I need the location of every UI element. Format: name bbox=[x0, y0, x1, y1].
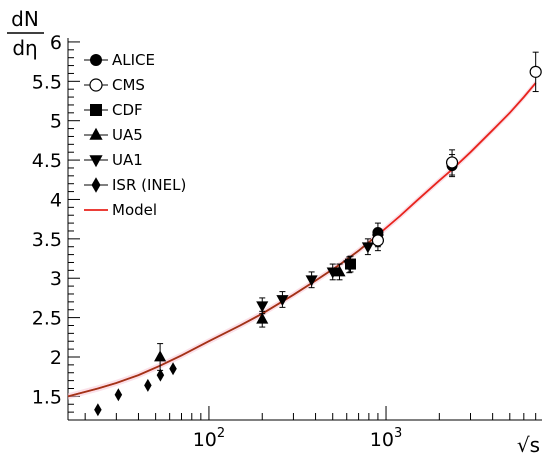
y-tick-label: 1.5 bbox=[32, 386, 62, 408]
data-point-ua5 bbox=[154, 350, 167, 362]
legend-label-model: Model bbox=[112, 201, 157, 219]
y-tick-label: 6 bbox=[50, 32, 62, 54]
legend-label-isr-inel: ISR (INEL) bbox=[112, 176, 186, 194]
legend-marker-cdf bbox=[90, 104, 102, 116]
legend-label-ua5: UA5 bbox=[112, 126, 143, 144]
data-point-ua1 bbox=[326, 267, 339, 279]
data-point-ua1 bbox=[256, 301, 269, 313]
legend-marker-ua1 bbox=[89, 155, 103, 168]
data-point-ua1 bbox=[305, 275, 318, 287]
data-point-cdf bbox=[344, 258, 356, 270]
legend-label-ua1: UA1 bbox=[112, 151, 143, 169]
y-tick-label: 3 bbox=[50, 268, 62, 290]
y-axis-label-denominator: dη bbox=[12, 36, 37, 60]
y-tick-label: 5 bbox=[50, 111, 62, 133]
legend-label-cdf: CDF bbox=[112, 101, 143, 119]
data-point-isr-inel bbox=[169, 362, 177, 376]
data-point-ua1 bbox=[276, 295, 289, 307]
legend: ALICE CMS CDF UA5 UA1 ISR (INEL) Model bbox=[84, 51, 186, 219]
axes: 1.5 2 2.5 3 3.5 4 4.5 5 5.5 6 102 103 bbox=[32, 32, 542, 451]
legend-marker-cms bbox=[89, 78, 103, 92]
y-axis-label-numerator: dN bbox=[11, 7, 39, 31]
data-point-isr-inel bbox=[94, 403, 102, 417]
data-point-ua1 bbox=[361, 242, 374, 254]
data-point-cms bbox=[529, 65, 542, 78]
y-tick-label: 4 bbox=[50, 189, 62, 211]
y-tick-label: 2.5 bbox=[32, 308, 62, 330]
data-points bbox=[94, 51, 542, 417]
y-tick-label: 2 bbox=[50, 347, 62, 369]
data-point-isr-inel bbox=[156, 368, 165, 382]
legend-label-cms: CMS bbox=[112, 76, 145, 94]
y-tick-label: 5.5 bbox=[32, 71, 62, 93]
data-point-cms bbox=[445, 156, 459, 169]
legend-marker-isr-inel bbox=[91, 177, 101, 193]
legend-label-alice: ALICE bbox=[112, 51, 155, 69]
data-point-ua5 bbox=[333, 265, 346, 277]
model-line-overlay bbox=[67, 234, 379, 398]
x-tick-label: 102 bbox=[193, 426, 225, 451]
axis-labels: √s dN dη bbox=[7, 7, 540, 457]
legend-marker-ua5 bbox=[89, 127, 103, 140]
x-axis-label: √s bbox=[517, 433, 540, 457]
data-point-isr-inel bbox=[114, 388, 123, 402]
y-tick-label: 3.5 bbox=[32, 229, 62, 251]
x-tick-label: 103 bbox=[370, 426, 402, 451]
data-point-cms bbox=[371, 234, 385, 247]
data-point-ua5 bbox=[256, 312, 269, 324]
legend-marker-alice bbox=[90, 54, 102, 66]
data-point-isr-inel bbox=[144, 378, 152, 392]
y-tick-label: 4.5 bbox=[32, 150, 62, 172]
